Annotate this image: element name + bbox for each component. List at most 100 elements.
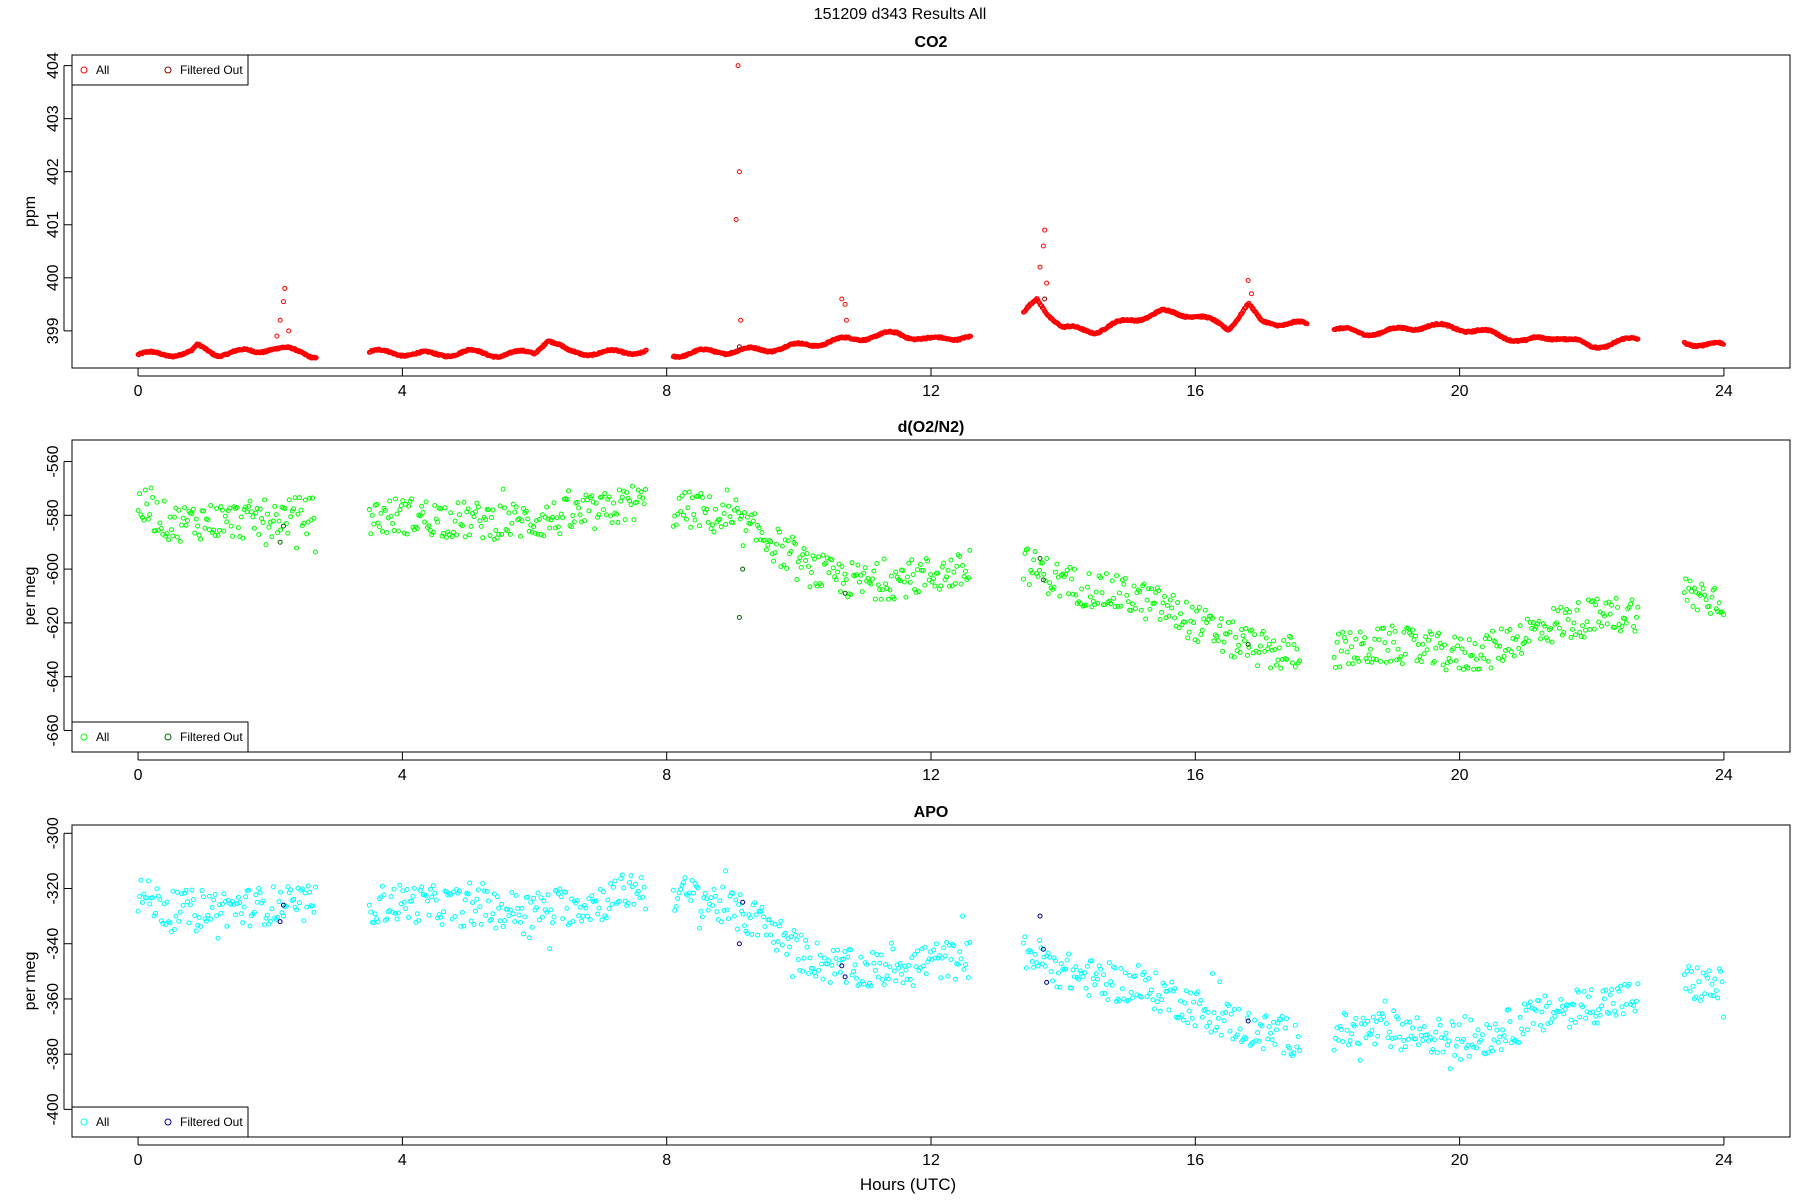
- data-point: [1503, 647, 1509, 653]
- data-point: [1517, 623, 1523, 629]
- data-point: [1193, 608, 1199, 614]
- data-point: [1530, 620, 1536, 626]
- data-point: [907, 976, 913, 982]
- data-point: [1565, 617, 1571, 623]
- data-point: [507, 907, 513, 913]
- data-point: [1433, 645, 1439, 651]
- data-point: [366, 506, 372, 512]
- data-point: [867, 980, 873, 986]
- data-point: [1718, 968, 1724, 974]
- data-point: [1201, 616, 1207, 622]
- data-point: [576, 913, 582, 919]
- data-point: [500, 924, 506, 930]
- data-point: [1021, 940, 1027, 946]
- data-point: [1304, 321, 1310, 327]
- y-axis-label: per meg: [22, 567, 39, 626]
- data-point: [941, 945, 947, 951]
- filtered-point: [842, 590, 848, 596]
- data-point: [1289, 660, 1295, 666]
- data-point: [941, 560, 947, 566]
- data-point: [608, 513, 614, 519]
- data-point: [1375, 626, 1381, 632]
- data-point: [1054, 561, 1060, 567]
- data-point: [1268, 1030, 1274, 1036]
- data-point: [612, 878, 618, 884]
- data-point: [1116, 590, 1122, 596]
- data-point: [599, 917, 605, 923]
- data-point: [1475, 1027, 1481, 1033]
- data-point: [1095, 600, 1101, 606]
- data-point: [641, 884, 647, 890]
- data-point: [925, 558, 931, 564]
- data-point: [458, 923, 464, 929]
- data-point: [459, 909, 465, 915]
- data-point: [506, 510, 512, 516]
- data-point: [1048, 969, 1054, 975]
- data-point: [1572, 1019, 1578, 1025]
- data-point: [1462, 650, 1468, 656]
- data-point: [1167, 987, 1173, 993]
- data-point: [1567, 1024, 1573, 1030]
- data-point: [821, 955, 827, 961]
- data-point: [509, 520, 515, 526]
- data-point: [600, 889, 606, 895]
- data-point: [920, 963, 926, 969]
- data-point: [1709, 981, 1715, 987]
- x-tick-label: 16: [1186, 1152, 1204, 1169]
- x-tick-label: 16: [1186, 767, 1204, 784]
- data-point: [274, 333, 280, 339]
- data-point: [618, 498, 624, 504]
- data-point: [148, 485, 154, 491]
- data-point: [1218, 616, 1224, 622]
- data-point: [632, 881, 638, 887]
- data-point: [147, 901, 153, 907]
- data-point: [619, 494, 625, 500]
- legend-marker: [80, 66, 88, 74]
- data-point: [499, 901, 505, 907]
- data-point: [282, 505, 288, 511]
- data-point: [547, 946, 553, 952]
- data-point: [432, 890, 438, 896]
- data-point: [1281, 1050, 1287, 1056]
- data-point: [1246, 1010, 1252, 1016]
- data-point: [1039, 961, 1045, 967]
- data-point: [942, 953, 948, 959]
- data-point: [1500, 658, 1506, 664]
- data-point: [270, 518, 276, 524]
- data-point: [531, 524, 537, 530]
- data-point: [962, 568, 968, 574]
- y-tick-label: -300: [45, 817, 62, 849]
- data-point: [174, 534, 180, 540]
- y-tick-label: 399: [45, 317, 62, 344]
- data-point: [1102, 990, 1108, 996]
- data-point: [288, 514, 294, 520]
- data-point: [1545, 637, 1551, 643]
- data-point: [180, 515, 186, 521]
- data-point: [1623, 1001, 1629, 1007]
- data-point: [1353, 1015, 1359, 1021]
- data-point: [1185, 1020, 1191, 1026]
- data-point: [1378, 1017, 1384, 1023]
- data-point: [579, 918, 585, 924]
- data-point: [1246, 644, 1252, 650]
- data-point: [1214, 1024, 1220, 1030]
- data-point: [535, 531, 541, 537]
- data-point: [1402, 651, 1408, 657]
- data-point: [1633, 998, 1639, 1004]
- data-point: [1628, 601, 1634, 607]
- data-point: [522, 914, 528, 920]
- data-point: [209, 904, 215, 910]
- data-point: [1408, 1033, 1414, 1039]
- data-point: [499, 531, 505, 537]
- data-point: [1549, 639, 1555, 645]
- data-point: [1612, 624, 1618, 630]
- data-point: [801, 955, 807, 961]
- data-point: [1112, 965, 1118, 971]
- data-point: [519, 518, 525, 524]
- data-point: [1141, 581, 1147, 587]
- data-point: [878, 596, 884, 602]
- data-point: [135, 908, 141, 914]
- data-point: [1524, 1027, 1530, 1033]
- data-point: [760, 914, 766, 920]
